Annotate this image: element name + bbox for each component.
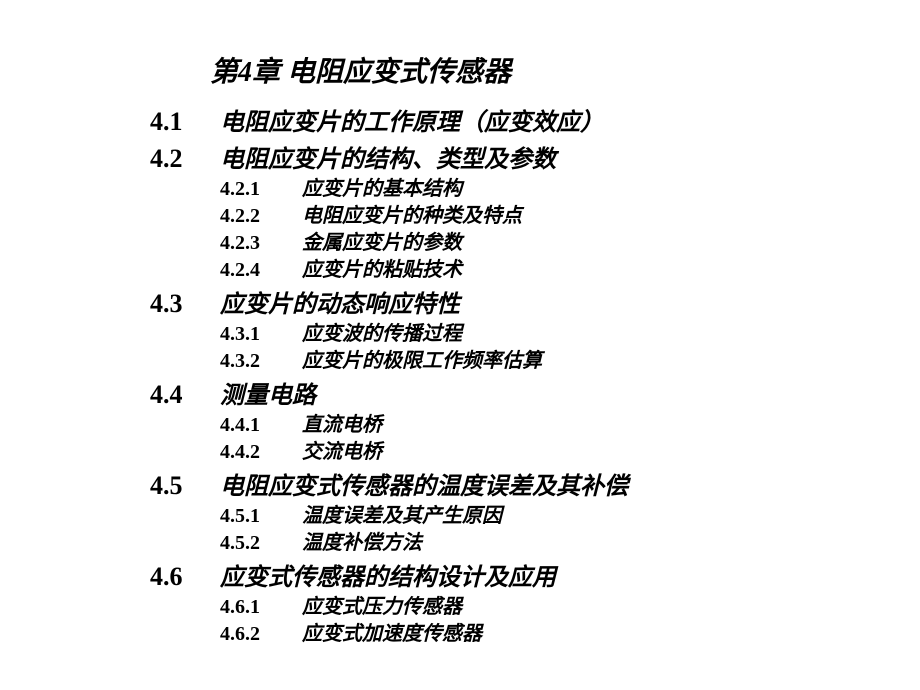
subsection-title: 应变式压力传感器 — [302, 594, 462, 621]
section-title: 应变式传感器的结构设计及应用 — [220, 557, 556, 592]
subsection-row: 4.3.2应变片的极限工作频率估算 — [150, 348, 920, 375]
subsection-title: 应变波的传播过程 — [302, 321, 462, 348]
subsection-title: 交流电桥 — [302, 439, 382, 466]
subsection-number: 4.5.2 — [220, 530, 302, 557]
subsection-number: 4.3.1 — [220, 321, 302, 348]
subsection-row: 4.2.4应变片的粘贴技术 — [150, 257, 920, 284]
subsection-title: 应变片的基本结构 — [302, 176, 462, 203]
subsection-number: 4.2.2 — [220, 203, 302, 230]
subsection-number: 4.6.2 — [220, 621, 302, 648]
section-number: 4.3 — [150, 289, 220, 319]
subsection-row: 4.2.2电阻应变片的种类及特点 — [150, 203, 920, 230]
section-row: 4.5电阻应变式传感器的温度误差及其补偿 — [150, 466, 920, 501]
subsection-number: 4.3.2 — [220, 348, 302, 375]
subsection-number: 4.4.2 — [220, 439, 302, 466]
section-row: 4.1电阻应变片的工作原理（应变效应） — [150, 102, 920, 137]
section-number: 4.1 — [150, 107, 220, 137]
section-title: 测量电路 — [220, 375, 316, 410]
section-number: 4.5 — [150, 471, 220, 501]
section-title: 电阻应变式传感器的温度误差及其补偿 — [220, 466, 628, 501]
subsection-row: 4.2.1应变片的基本结构 — [150, 176, 920, 203]
subsection-row: 4.4.1直流电桥 — [150, 412, 920, 439]
section-title: 应变片的动态响应特性 — [220, 284, 460, 319]
subsection-title: 温度补偿方法 — [302, 530, 422, 557]
subsection-title: 应变片的粘贴技术 — [302, 257, 462, 284]
subsection-number: 4.2.3 — [220, 230, 302, 257]
subsection-number: 4.6.1 — [220, 594, 302, 621]
subsection-title: 应变式加速度传感器 — [302, 621, 482, 648]
subsection-row: 4.4.2交流电桥 — [150, 439, 920, 466]
sections-container: 4.1电阻应变片的工作原理（应变效应）4.2电阻应变片的结构、类型及参数4.2.… — [150, 102, 920, 648]
subsection-number: 4.5.1 — [220, 503, 302, 530]
subsection-row: 4.6.2应变式加速度传感器 — [150, 621, 920, 648]
subsection-row: 4.5.1温度误差及其产生原因 — [150, 503, 920, 530]
section-number: 4.2 — [150, 144, 220, 174]
subsection-number: 4.2.1 — [220, 176, 302, 203]
subsection-number: 4.4.1 — [220, 412, 302, 439]
subsection-title: 电阻应变片的种类及特点 — [302, 203, 522, 230]
section-title: 电阻应变片的工作原理（应变效应） — [220, 102, 604, 137]
subsection-title: 温度误差及其产生原因 — [302, 503, 502, 530]
section-row: 4.4测量电路 — [150, 375, 920, 410]
subsection-row: 4.3.1应变波的传播过程 — [150, 321, 920, 348]
section-row: 4.3应变片的动态响应特性 — [150, 284, 920, 319]
section-row: 4.2电阻应变片的结构、类型及参数 — [150, 139, 920, 174]
subsection-row: 4.5.2温度补偿方法 — [150, 530, 920, 557]
section-number: 4.6 — [150, 562, 220, 592]
chapter-title: 第4章 电阻应变式传感器 — [150, 50, 920, 90]
section-row: 4.6应变式传感器的结构设计及应用 — [150, 557, 920, 592]
section-number: 4.4 — [150, 380, 220, 410]
subsection-row: 4.2.3金属应变片的参数 — [150, 230, 920, 257]
subsection-title: 直流电桥 — [302, 412, 382, 439]
toc-content: 第4章 电阻应变式传感器 4.1电阻应变片的工作原理（应变效应）4.2电阻应变片… — [0, 50, 920, 648]
subsection-title: 金属应变片的参数 — [302, 230, 462, 257]
subsection-number: 4.2.4 — [220, 257, 302, 284]
subsection-row: 4.6.1应变式压力传感器 — [150, 594, 920, 621]
subsection-title: 应变片的极限工作频率估算 — [302, 348, 542, 375]
section-title: 电阻应变片的结构、类型及参数 — [220, 139, 556, 174]
